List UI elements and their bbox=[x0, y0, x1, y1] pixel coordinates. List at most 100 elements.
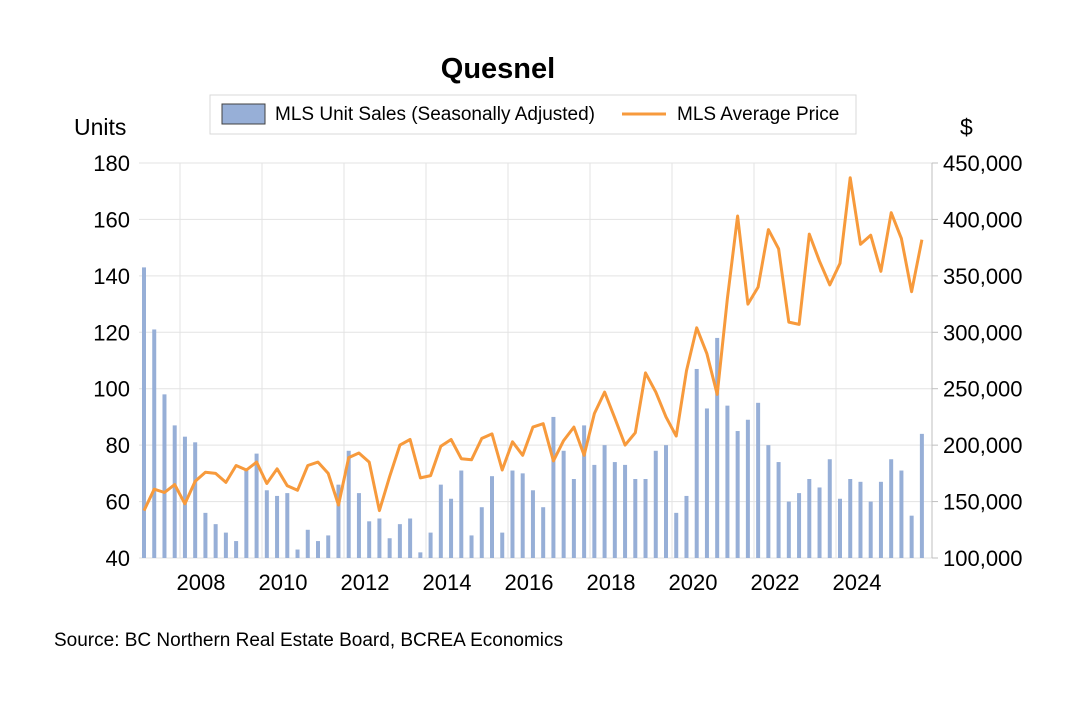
bar bbox=[490, 476, 494, 558]
bar bbox=[776, 462, 781, 558]
bar bbox=[786, 501, 791, 558]
bar bbox=[428, 532, 433, 558]
bar bbox=[919, 433, 924, 558]
right-tick-label: 150,000 bbox=[943, 490, 1023, 515]
bar bbox=[213, 524, 218, 558]
bar bbox=[602, 445, 607, 558]
x-tick-label: 2018 bbox=[587, 570, 636, 595]
legend-swatch-bar bbox=[221, 103, 266, 125]
bar bbox=[162, 394, 167, 558]
bar bbox=[438, 484, 443, 558]
right-tick-label: 350,000 bbox=[943, 264, 1023, 289]
legend: MLS Unit Sales (Seasonally Adjusted) MLS… bbox=[209, 94, 857, 135]
right-axis-label: $ bbox=[960, 114, 973, 140]
bar bbox=[592, 464, 597, 558]
left-axis-label: Units bbox=[74, 114, 126, 140]
right-tick-label: 400,000 bbox=[943, 207, 1023, 232]
bar bbox=[735, 431, 740, 558]
left-tick-label: 160 bbox=[93, 207, 130, 232]
bar bbox=[254, 453, 259, 558]
bar bbox=[561, 450, 566, 558]
legend-label-price: MLS Average Price bbox=[677, 104, 839, 125]
bar bbox=[264, 490, 269, 558]
bar bbox=[653, 450, 658, 558]
bar bbox=[244, 470, 249, 558]
right-tick-label: 300,000 bbox=[943, 320, 1023, 345]
bar bbox=[520, 473, 525, 558]
bar bbox=[745, 419, 750, 558]
bar bbox=[858, 481, 863, 558]
bar bbox=[479, 507, 484, 558]
bar bbox=[449, 498, 454, 558]
left-tick-label: 60 bbox=[106, 490, 130, 515]
bar bbox=[500, 532, 505, 558]
bar bbox=[807, 479, 812, 558]
bar bbox=[766, 445, 771, 558]
x-axis-ticks: 2008 2010 2012 2014 2016 2018 2020 2022 2024 bbox=[177, 570, 882, 595]
bar bbox=[725, 405, 730, 558]
bar bbox=[674, 512, 679, 558]
bar bbox=[356, 493, 361, 558]
x-tick-label: 2008 bbox=[177, 570, 226, 595]
bar bbox=[889, 459, 894, 558]
bar bbox=[909, 515, 914, 558]
bar bbox=[899, 470, 904, 558]
left-tick-label: 80 bbox=[106, 433, 130, 458]
left-tick-label: 100 bbox=[93, 377, 130, 402]
bar bbox=[182, 436, 187, 558]
x-tick-label: 2012 bbox=[341, 570, 390, 595]
bar bbox=[367, 521, 372, 558]
bar bbox=[694, 368, 699, 558]
bar bbox=[336, 484, 341, 558]
bar bbox=[817, 487, 822, 558]
right-tick-label: 200,000 bbox=[943, 433, 1023, 458]
bar bbox=[295, 549, 300, 558]
right-tick-label: 100,000 bbox=[943, 546, 1023, 571]
x-tick-label: 2020 bbox=[669, 570, 718, 595]
bar bbox=[643, 479, 648, 558]
bar bbox=[827, 459, 832, 558]
price-line bbox=[142, 176, 924, 513]
bar bbox=[612, 462, 617, 558]
x-tick-label: 2016 bbox=[505, 570, 554, 595]
right-axis-ticks: 450,000 400,000 350,000 300,000 250,000 200,0… bbox=[931, 151, 1023, 571]
x-tick-label: 2010 bbox=[259, 570, 308, 595]
bar bbox=[878, 481, 883, 558]
bar bbox=[418, 552, 423, 558]
bar bbox=[193, 442, 198, 558]
left-tick-label: 180 bbox=[93, 151, 130, 176]
bar-series bbox=[142, 267, 924, 558]
bar bbox=[715, 337, 720, 558]
bar bbox=[285, 493, 290, 558]
left-tick-label: 40 bbox=[106, 546, 130, 571]
bar bbox=[275, 495, 280, 558]
bar bbox=[623, 464, 628, 558]
x-tick-label: 2014 bbox=[423, 570, 472, 595]
bar bbox=[684, 495, 689, 558]
x-tick-label: 2022 bbox=[751, 570, 800, 595]
bar bbox=[838, 498, 842, 558]
bar bbox=[541, 507, 546, 558]
left-tick-label: 120 bbox=[93, 320, 130, 345]
bar bbox=[397, 524, 402, 558]
bar bbox=[459, 470, 464, 558]
right-tick-label: 450,000 bbox=[943, 151, 1023, 176]
bar bbox=[848, 479, 853, 558]
legend-label-sales: MLS Unit Sales (Seasonally Adjusted) bbox=[275, 104, 595, 125]
chart-title: Quesnel bbox=[441, 53, 555, 85]
bar bbox=[316, 541, 320, 558]
bar bbox=[408, 518, 413, 558]
source-note: Source: BC Northern Real Estate Board, B… bbox=[54, 630, 563, 651]
bar bbox=[142, 267, 146, 558]
bar bbox=[756, 402, 761, 558]
bar bbox=[172, 425, 177, 558]
bar bbox=[152, 329, 157, 558]
bar bbox=[868, 501, 873, 558]
bar bbox=[664, 445, 668, 558]
bar bbox=[326, 535, 331, 558]
gridlines bbox=[139, 162, 932, 559]
legend-box bbox=[209, 94, 857, 135]
bar bbox=[469, 535, 474, 558]
